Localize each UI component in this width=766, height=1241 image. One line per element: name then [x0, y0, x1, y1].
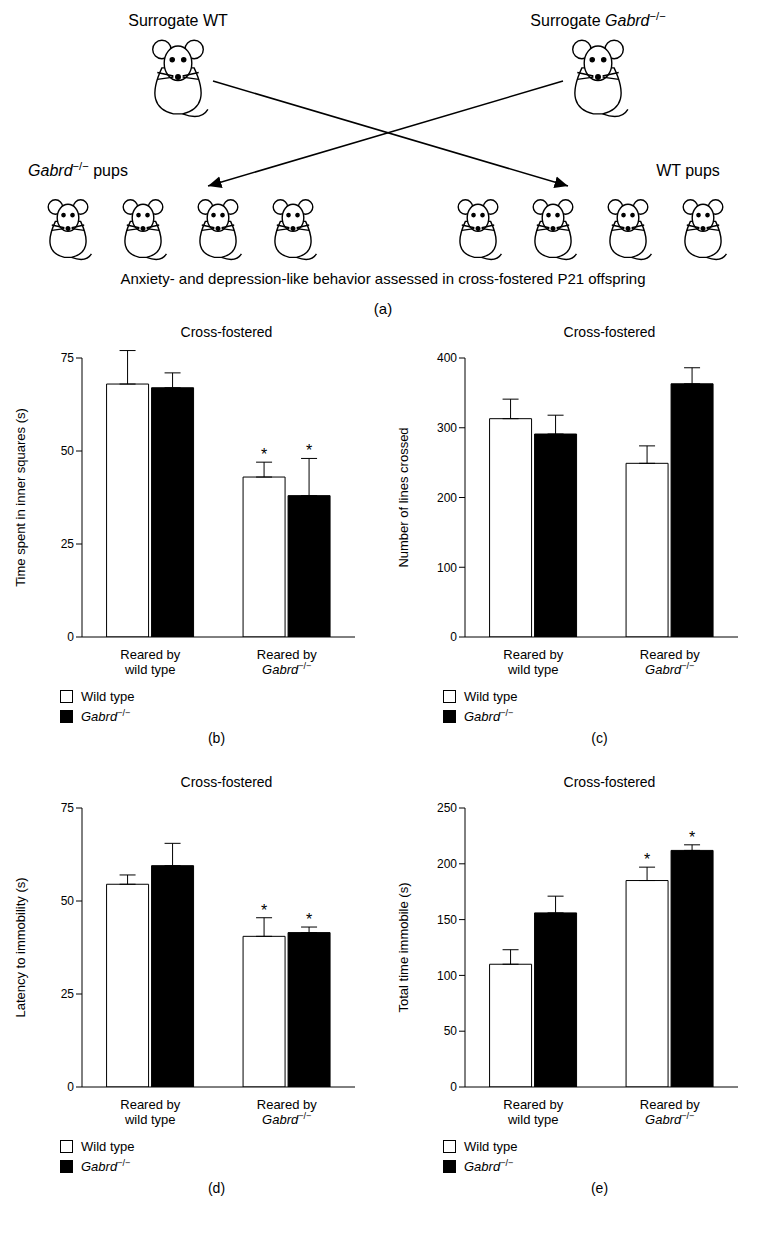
svg-text:200: 200 — [437, 857, 457, 871]
svg-text:0: 0 — [450, 630, 457, 644]
svg-text:*: * — [689, 829, 695, 846]
svg-text:Reared by: Reared by — [503, 1097, 563, 1112]
svg-text:Gabrd−/−: Gabrd−/− — [262, 1111, 311, 1127]
svg-text:Gabrd−/−: Gabrd−/− — [645, 1111, 694, 1127]
svg-text:50: 50 — [61, 444, 75, 458]
svg-text:Surrogate Gabrd−/−: Surrogate Gabrd−/− — [530, 10, 665, 29]
svg-text:Anxiety- and depression-like b: Anxiety- and depression-like behavior as… — [121, 270, 646, 287]
svg-text:*: * — [306, 442, 312, 459]
svg-text:0: 0 — [67, 630, 74, 644]
svg-text:0: 0 — [450, 1080, 457, 1094]
svg-text:25: 25 — [61, 987, 75, 1001]
svg-text:Total time immobile (s): Total time immobile (s) — [396, 882, 411, 1012]
svg-text:*: * — [261, 902, 267, 919]
html-text:Cross-fostered: Cross-fostered — [180, 774, 273, 790]
svg-text:300: 300 — [437, 421, 457, 435]
svg-text:50: 50 — [61, 894, 75, 908]
html-text:Gabrd−/−: Gabrd−/− — [464, 707, 514, 725]
svg-text:*: * — [261, 446, 267, 463]
svg-text:Gabrd−/−: Gabrd−/− — [645, 661, 694, 677]
svg-text:Gabrd−/− pups: Gabrd−/− pups — [28, 160, 128, 179]
svg-text:*: * — [644, 851, 650, 868]
html-text:(c): (c) — [591, 730, 608, 746]
svg-text:250: 250 — [437, 801, 457, 815]
svg-text:Reared by: Reared by — [640, 1097, 700, 1112]
svg-text:100: 100 — [437, 969, 457, 983]
svg-text:*: * — [306, 911, 312, 928]
html-text:Cross-fostered: Cross-fostered — [563, 774, 656, 790]
svg-text:Reared by: Reared by — [120, 1097, 180, 1112]
html-text:Gabrd−/−: Gabrd−/− — [81, 1157, 131, 1175]
svg-text:WT pups: WT pups — [656, 162, 720, 179]
svg-text:0: 0 — [67, 1080, 74, 1094]
svg-text:wild type: wild type — [124, 662, 176, 677]
html-text:Gabrd−/−: Gabrd−/− — [464, 1157, 514, 1175]
html-text:Cross-fostered: Cross-fostered — [180, 324, 273, 340]
html-text:Gabrd−/−: Gabrd−/− — [81, 707, 131, 725]
svg-text:400: 400 — [437, 351, 457, 365]
svg-text:wild type: wild type — [507, 662, 559, 677]
svg-text:75: 75 — [61, 351, 75, 365]
html-text:Wild type: Wild type — [81, 688, 135, 704]
svg-text:Latency to immobility (s): Latency to immobility (s) — [13, 877, 28, 1017]
html-text:Wild type: Wild type — [464, 688, 518, 704]
svg-text:75: 75 — [61, 801, 75, 815]
svg-text:Reared by: Reared by — [503, 647, 563, 662]
svg-text:wild type: wild type — [124, 1112, 176, 1127]
svg-text:Reared by: Reared by — [257, 1097, 317, 1112]
svg-text:Number of lines crossed: Number of lines crossed — [396, 427, 411, 567]
svg-text:25: 25 — [61, 537, 75, 551]
svg-text:200: 200 — [437, 491, 457, 505]
html-text:Cross-fostered: Cross-fostered — [563, 324, 656, 340]
html-text:(e): (e) — [590, 1180, 609, 1196]
html-text:(b): (b) — [207, 730, 226, 746]
html-text:(d): (d) — [207, 1180, 226, 1196]
html-text:Wild type: Wild type — [464, 1138, 518, 1154]
html-text:Wild type: Wild type — [81, 1138, 135, 1154]
svg-text:Time spent in inner squares (s: Time spent in inner squares (s) — [13, 408, 28, 587]
svg-text:100: 100 — [437, 561, 457, 575]
svg-text:wild type: wild type — [507, 1112, 559, 1127]
svg-text:Reared by: Reared by — [257, 647, 317, 662]
svg-text:50: 50 — [444, 1024, 458, 1038]
svg-text:Reared by: Reared by — [640, 647, 700, 662]
svg-text:Reared by: Reared by — [120, 647, 180, 662]
svg-text:Surrogate WT: Surrogate WT — [128, 12, 228, 29]
svg-text:(a): (a) — [374, 300, 392, 317]
svg-text:150: 150 — [437, 913, 457, 927]
svg-text:Gabrd−/−: Gabrd−/− — [262, 661, 311, 677]
